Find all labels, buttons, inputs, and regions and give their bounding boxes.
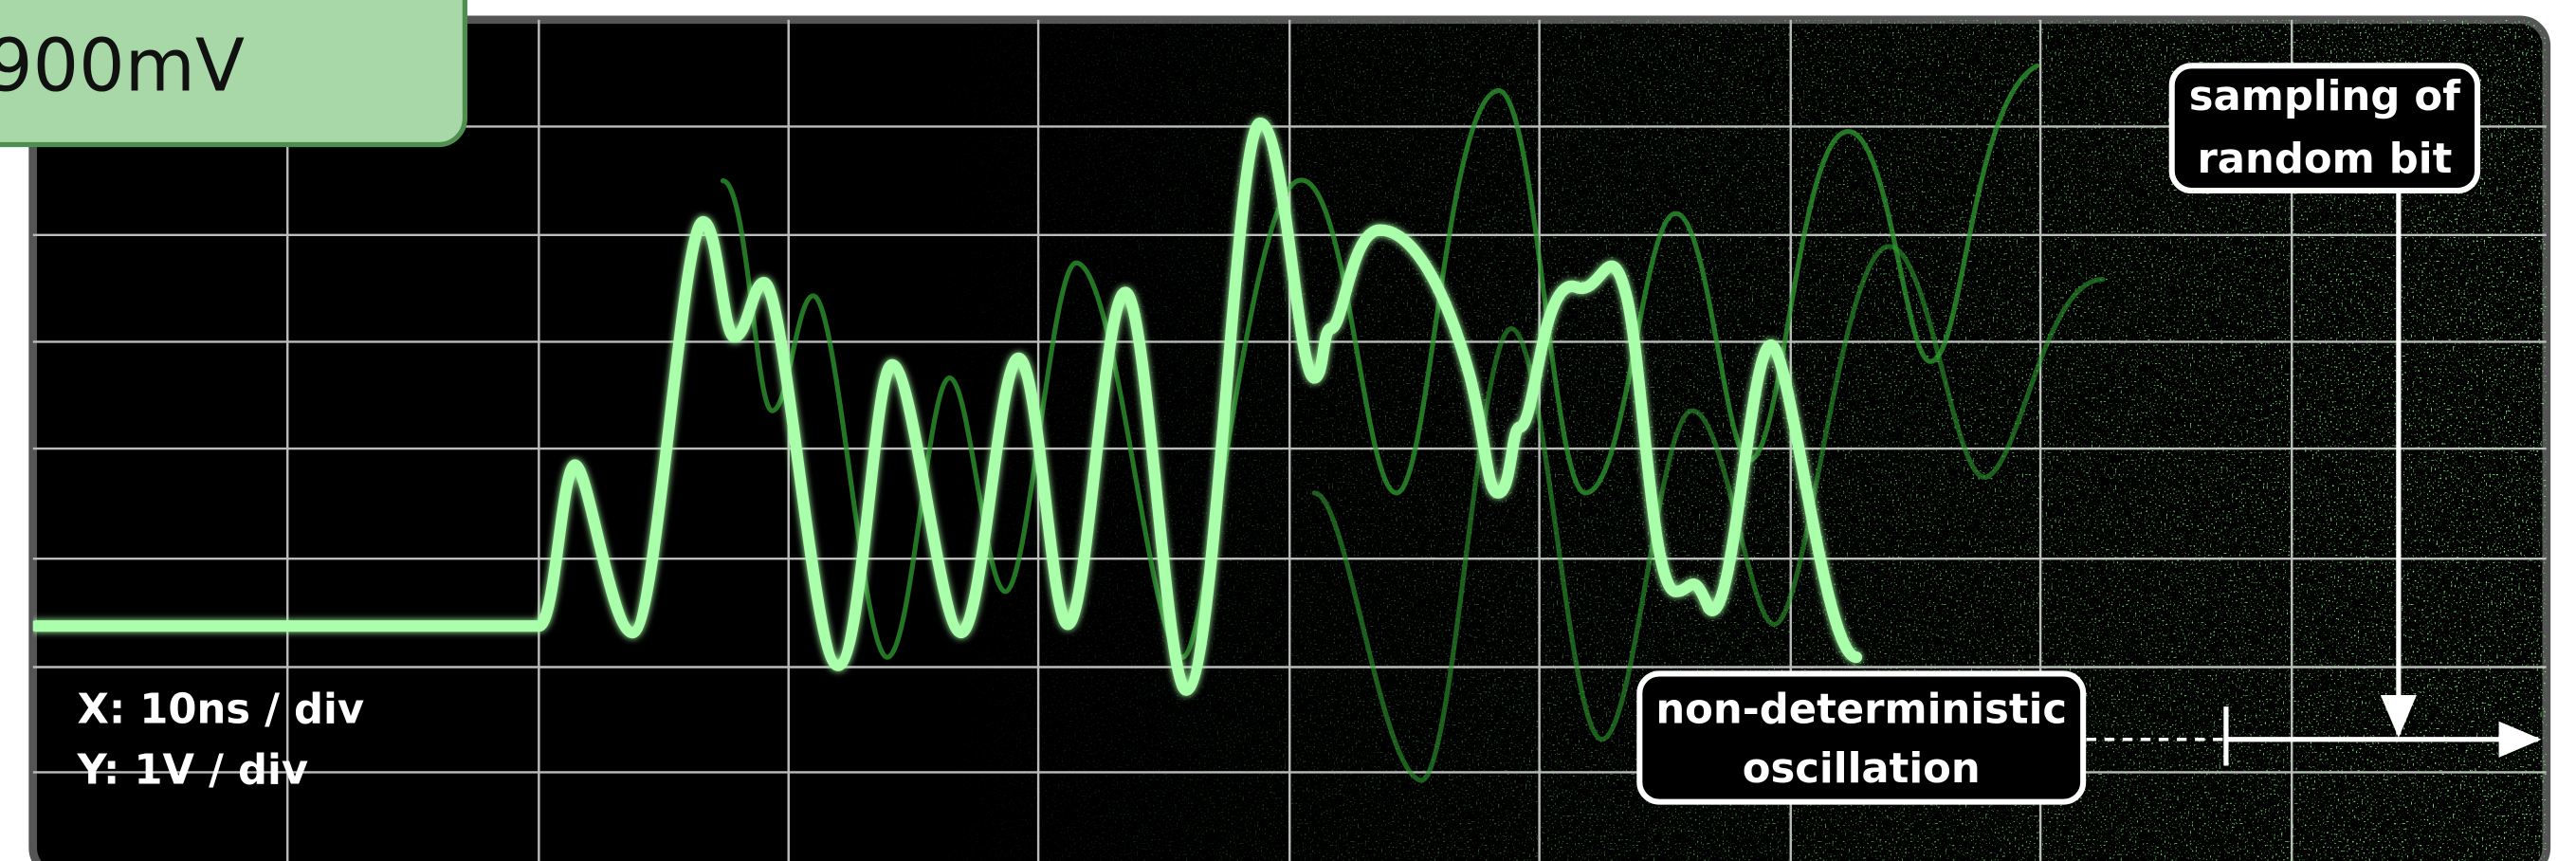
oscillation-line: oscillation xyxy=(1743,745,1981,793)
sampling-line: random bit xyxy=(2197,136,2452,183)
oscillation-line: non-deterministic xyxy=(1655,686,2067,733)
oscilloscope-screenshot: X: 10ns / div Y: 1V / div sampling of ra… xyxy=(0,0,2576,861)
trigger-level: 900mV xyxy=(0,23,245,107)
sampling-line: sampling of xyxy=(2189,73,2461,120)
x-scale-label: X: 10ns / div xyxy=(77,686,364,733)
y-scale-label: Y: 1V / div xyxy=(76,747,308,795)
